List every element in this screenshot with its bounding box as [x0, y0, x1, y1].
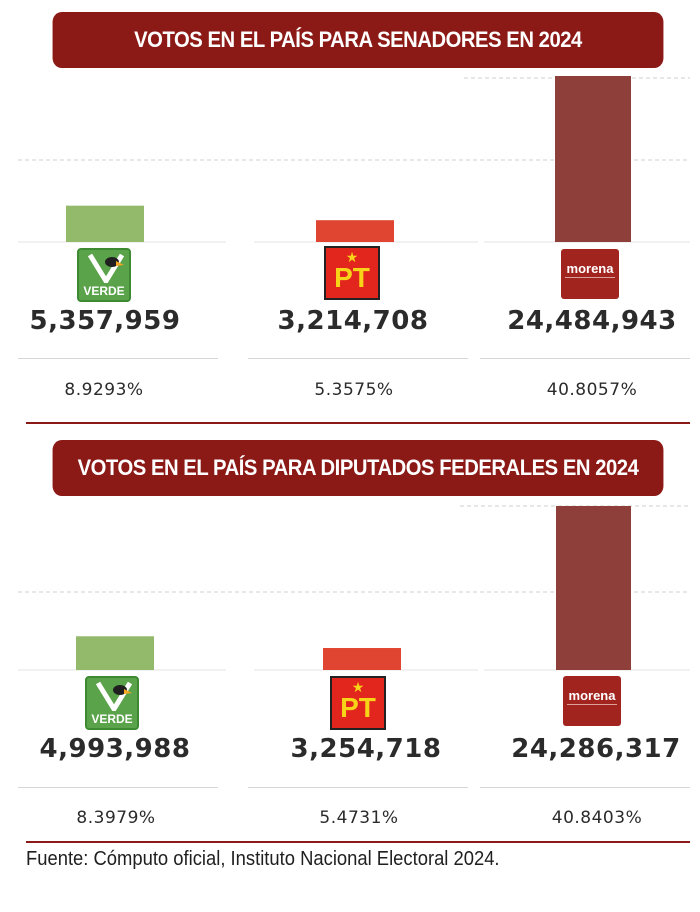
bar-verde	[66, 205, 144, 242]
bar-morena	[556, 506, 631, 670]
morena-logo: morena	[561, 249, 619, 299]
verde-logo-text: VERDE	[91, 712, 133, 726]
pt-logo-text: PT	[334, 262, 370, 293]
value-label-pt: 3,214,708	[277, 306, 429, 336]
morena-logo-rule	[565, 277, 615, 281]
bar-verde	[76, 636, 154, 670]
pt-logo: ★ PT	[324, 246, 380, 300]
diputados-bar-chart	[18, 505, 690, 671]
value-label-pt: 3,254,718	[290, 734, 442, 764]
chart-title: VOTOS EN EL PAÍS PARA SENADORES EN 2024	[52, 12, 664, 68]
bar-morena	[555, 76, 631, 242]
percent-label-morena: 40.8057%	[546, 380, 638, 400]
panel-divider	[26, 841, 690, 843]
bar-pt	[323, 648, 401, 670]
morena-logo: morena	[563, 676, 621, 726]
separator	[480, 358, 690, 359]
pt-logo: ★ PT	[330, 676, 386, 730]
verde-logo: VERDE	[85, 676, 139, 730]
diputados-panel: VOTOS EN EL PAÍS PARA DIPUTADOS FEDERALE…	[0, 430, 700, 845]
percent-label-morena: 40.8403%	[551, 808, 643, 828]
senadores-panel: VOTOS EN EL PAÍS PARA SENADORES EN 2024 …	[0, 0, 700, 430]
separator	[248, 787, 468, 788]
senadores-bar-chart	[18, 76, 690, 243]
value-label-verde: 5,357,959	[29, 306, 181, 336]
verde-logo-text: VERDE	[83, 284, 125, 298]
value-label-morena: 24,484,943	[507, 306, 677, 336]
separator	[480, 787, 690, 788]
source-footnote: Fuente: Cómputo oficial, Instituto Nacio…	[26, 848, 500, 870]
chart-title: VOTOS EN EL PAÍS PARA DIPUTADOS FEDERALE…	[52, 440, 664, 496]
pt-logo-text: PT	[340, 692, 376, 723]
toucan-icon	[95, 681, 133, 711]
panel-divider	[26, 422, 690, 424]
percent-label-verde: 8.3979%	[76, 808, 156, 828]
toucan-icon	[87, 253, 125, 283]
separator	[18, 787, 218, 788]
verde-logo: VERDE	[77, 248, 131, 302]
percent-label-pt: 5.3575%	[314, 380, 394, 400]
morena-logo-text: morena	[568, 688, 616, 703]
separator	[18, 358, 218, 359]
star-icon: ★	[351, 679, 365, 695]
star-icon: ★	[345, 249, 359, 265]
percent-label-pt: 5.4731%	[319, 808, 399, 828]
value-label-verde: 4,993,988	[39, 734, 191, 764]
bar-pt	[316, 220, 394, 242]
value-label-morena: 24,286,317	[511, 734, 681, 764]
percent-label-verde: 8.9293%	[64, 380, 144, 400]
separator	[248, 358, 468, 359]
morena-logo-text: morena	[566, 261, 614, 276]
morena-logo-rule	[567, 704, 617, 708]
